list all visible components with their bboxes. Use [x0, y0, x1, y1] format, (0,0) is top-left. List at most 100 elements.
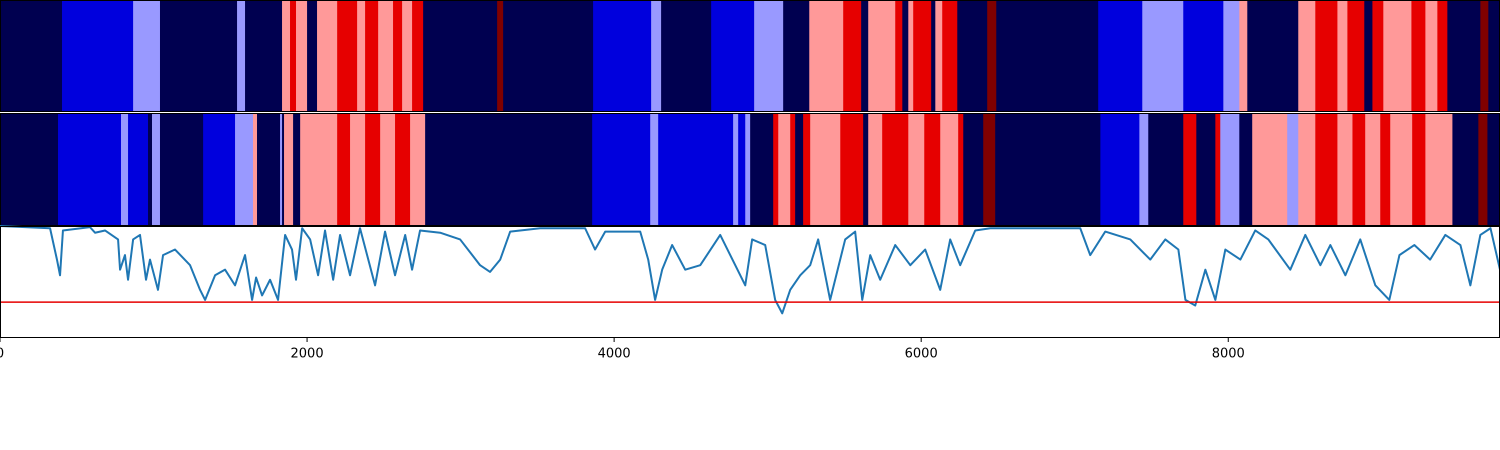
segment	[1364, 0, 1373, 112]
segment	[1380, 113, 1391, 226]
segment	[253, 113, 258, 226]
segment	[1452, 113, 1479, 226]
x-tick-label: 8000	[1212, 347, 1245, 362]
segment	[711, 0, 755, 112]
line	[0, 225, 1500, 315]
segment	[235, 113, 254, 226]
segment	[1347, 0, 1365, 112]
segment	[773, 113, 779, 226]
segment	[1337, 0, 1348, 112]
segment	[497, 0, 504, 112]
segment	[365, 0, 379, 112]
segment	[423, 0, 498, 112]
segment	[1252, 113, 1288, 226]
segment	[1183, 0, 1224, 112]
segment	[237, 0, 246, 112]
segment	[337, 113, 351, 226]
segment	[393, 0, 403, 112]
plot-background	[0, 226, 1500, 338]
segment	[159, 113, 204, 226]
segment	[300, 113, 338, 226]
segment	[1365, 113, 1381, 226]
x-tick-label: 4000	[598, 347, 631, 362]
segment	[778, 113, 791, 226]
segment	[995, 113, 1101, 226]
segment	[1488, 0, 1500, 112]
segment	[1372, 0, 1384, 112]
segment	[317, 0, 338, 112]
segment	[0, 0, 63, 112]
segment	[378, 0, 394, 112]
segment	[1425, 0, 1438, 112]
segment	[1239, 0, 1248, 112]
segment	[1315, 113, 1338, 226]
segment	[1315, 0, 1338, 112]
segment	[1447, 0, 1481, 112]
segment	[282, 113, 285, 226]
segment	[931, 0, 936, 112]
segment	[983, 113, 996, 226]
segment	[1239, 113, 1253, 226]
segment	[58, 113, 122, 226]
segment	[996, 0, 1099, 112]
segment	[1287, 113, 1299, 226]
segment	[1098, 0, 1143, 112]
segment	[257, 113, 281, 226]
segment	[425, 113, 593, 226]
segment	[592, 113, 651, 226]
segment	[296, 0, 308, 112]
segment	[843, 0, 862, 112]
segment	[935, 0, 943, 112]
segment	[733, 113, 739, 226]
segment	[0, 113, 59, 226]
segment	[1478, 113, 1488, 226]
segment	[402, 0, 413, 112]
segment	[245, 0, 283, 112]
segment	[148, 113, 153, 226]
segment	[958, 113, 964, 226]
segment	[290, 0, 297, 112]
segment	[1337, 113, 1353, 226]
segment	[908, 0, 914, 112]
segment	[661, 0, 712, 112]
segment	[1139, 113, 1149, 226]
segment	[803, 113, 811, 226]
segment	[120, 113, 129, 226]
segment	[809, 0, 844, 112]
segment	[987, 0, 997, 112]
segment	[350, 113, 366, 226]
segment	[395, 113, 411, 226]
segment	[913, 0, 932, 112]
x-tick-label: 2000	[291, 347, 324, 362]
segment	[861, 0, 869, 112]
segment	[412, 0, 424, 112]
segment	[868, 113, 883, 226]
segment	[863, 113, 869, 226]
x-tick-label: 0	[0, 347, 4, 362]
segment	[1298, 113, 1316, 226]
segment	[1425, 113, 1453, 226]
segment	[337, 0, 358, 112]
segment	[942, 0, 958, 112]
segment	[133, 0, 161, 112]
segment	[650, 113, 659, 226]
segment	[410, 113, 426, 226]
segment	[1223, 0, 1240, 112]
segment	[1412, 113, 1426, 226]
segment	[658, 113, 734, 226]
segment	[380, 113, 396, 226]
segment	[1298, 0, 1316, 112]
segment	[1183, 113, 1197, 226]
segment	[745, 113, 751, 226]
segment	[1100, 113, 1140, 226]
segment	[1437, 0, 1448, 112]
segment	[651, 0, 662, 112]
segment	[1220, 113, 1240, 226]
segment	[924, 113, 941, 226]
segment	[868, 0, 896, 112]
segment	[151, 113, 161, 226]
segment	[128, 113, 149, 226]
segment	[1383, 0, 1412, 112]
segment	[783, 0, 810, 112]
